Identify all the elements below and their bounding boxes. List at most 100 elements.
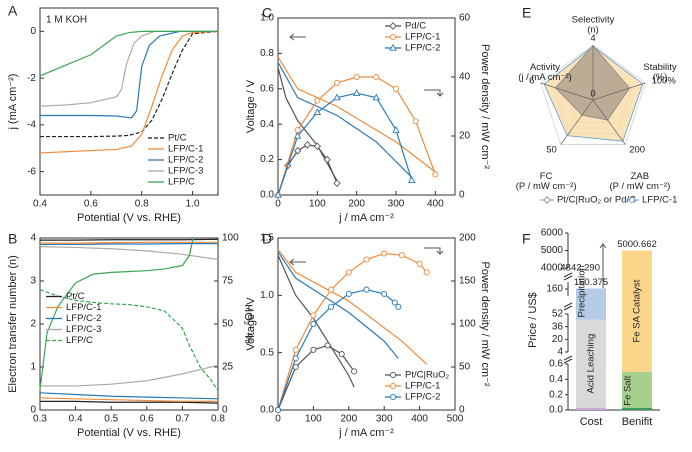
y-axis-label: Price / US$ <box>527 292 539 348</box>
total-label: 5000.662 <box>617 239 657 250</box>
marker <box>381 290 388 297</box>
series-line <box>277 251 399 359</box>
y-tick-label: 52 <box>552 309 564 320</box>
legend-label: LFP/C-1 <box>405 32 440 43</box>
radar-max-label: 200 <box>629 144 645 155</box>
x-axis-label: Potential (V vs. RHE) <box>77 427 181 439</box>
y2-axis-label: Power density / mW cm⁻² <box>479 262 491 387</box>
segment-label: Acid Leaching <box>586 334 597 394</box>
legend-marker <box>389 382 397 390</box>
y-axis-label: Voltage / V <box>245 297 257 351</box>
x-tick-label: 1.0 <box>186 199 200 210</box>
segment-label: Fe SA Catalyst <box>632 279 643 342</box>
radar-axis-unit: (j / mA cm⁻²) <box>518 72 572 83</box>
legend-label: Pt/C <box>168 133 187 144</box>
legend-label: LFP/C-3 <box>168 166 203 177</box>
panel-letter: E <box>522 5 531 21</box>
y2-tick-label: 0 <box>222 405 228 416</box>
y-tick-label: 0.8 <box>260 48 274 59</box>
radar-max-label: 6 <box>529 75 534 86</box>
x-tick-label: Benifit <box>622 416 653 428</box>
y-axis-label: Voltage / V <box>245 79 257 133</box>
y-tick-label: 0.0 <box>260 405 274 416</box>
x-tick-label: 300 <box>376 414 393 425</box>
radar-axis <box>540 82 594 101</box>
x-axis-label: Potential (V vs. RHE) <box>77 212 181 224</box>
y2-tick-label: 40 <box>459 72 471 83</box>
marker <box>416 260 423 267</box>
marker <box>381 250 388 257</box>
y2-tick-label: 0 <box>459 405 465 416</box>
legend-label: LFP/C <box>168 177 195 188</box>
radar-area <box>554 45 631 121</box>
radar-axis-label: Stability <box>643 62 677 73</box>
marker <box>363 256 370 263</box>
y-tick-label: 0.4 <box>549 374 563 385</box>
bar-segment <box>622 250 652 372</box>
marker <box>274 406 282 414</box>
panel-letter: B <box>8 231 17 247</box>
legend-label: LFP/C-1 <box>405 381 440 392</box>
y-tick-label: 160 <box>546 284 563 295</box>
y-tick-label: 4 <box>557 347 563 358</box>
series-line <box>40 238 219 241</box>
panel-letter: D <box>262 231 272 247</box>
y2-tick-label: 100 <box>459 319 476 330</box>
bar-segment <box>576 407 606 410</box>
bar-segment <box>622 407 652 410</box>
x-tick-label: 0.3 <box>33 414 47 425</box>
segment-label: Fe Salt <box>623 375 634 405</box>
legend-label: LFP/C <box>66 335 93 346</box>
legend-marker <box>389 22 397 30</box>
arrow-left <box>289 258 306 266</box>
y2-tick-label: 75 <box>222 276 234 287</box>
y-tick-label: 5000 <box>541 245 564 256</box>
y2-tick-label: 25 <box>222 362 234 373</box>
marker <box>333 79 341 86</box>
segment-label: Precipitation <box>577 265 588 317</box>
y2-tick-label: 50 <box>222 319 234 330</box>
radar-axis <box>592 99 626 145</box>
legend-marker <box>543 196 551 204</box>
marker <box>333 93 341 101</box>
arrow-right <box>424 247 444 255</box>
x-tick-label: 400 <box>411 414 428 425</box>
x-tick-label: 100 <box>305 414 322 425</box>
x-tick-label: 0.4 <box>33 199 47 210</box>
marker <box>310 346 317 353</box>
series-line <box>39 392 219 400</box>
marker <box>328 303 335 310</box>
marker <box>333 179 341 188</box>
marker <box>363 286 370 293</box>
annotation-arrows <box>289 33 607 288</box>
series-line <box>40 30 219 138</box>
x-tick-label: 0 <box>275 199 281 210</box>
y-tick-label: 0 <box>30 26 36 37</box>
radar-axis-unit: (%) <box>653 72 668 83</box>
series-line <box>277 67 338 182</box>
marker <box>352 89 361 96</box>
x-tick-label: 0.4 <box>69 414 83 425</box>
y-tick-label: 0.6 <box>549 359 563 370</box>
y-tick-label: 0.6 <box>260 83 274 94</box>
plot-frame <box>277 17 456 196</box>
y-tick-label: -4 <box>27 120 36 131</box>
legend-marker <box>389 43 397 51</box>
x-tick-label: 200 <box>348 199 365 210</box>
legend-label: LFP/C-2 <box>168 155 203 166</box>
series-line <box>39 246 219 261</box>
marker <box>323 155 331 164</box>
x-tick-label: Cost <box>580 416 603 428</box>
marker <box>328 286 335 293</box>
axis-break <box>563 272 573 281</box>
x-tick-label: 0.6 <box>84 199 98 210</box>
series-line <box>40 364 219 387</box>
difference-arrow <box>599 243 607 288</box>
marker <box>412 118 419 125</box>
y-tick-label: 2 <box>30 319 36 330</box>
radar-axis-unit: (P / mW cm⁻²) <box>516 181 577 192</box>
radar-axis-unit: (P / mW cm⁻²) <box>609 181 670 192</box>
legend-label: Pt/C|RuO₂ or Pd/C <box>557 195 636 206</box>
y2-tick-label: 0 <box>459 190 465 201</box>
marker <box>292 355 299 362</box>
